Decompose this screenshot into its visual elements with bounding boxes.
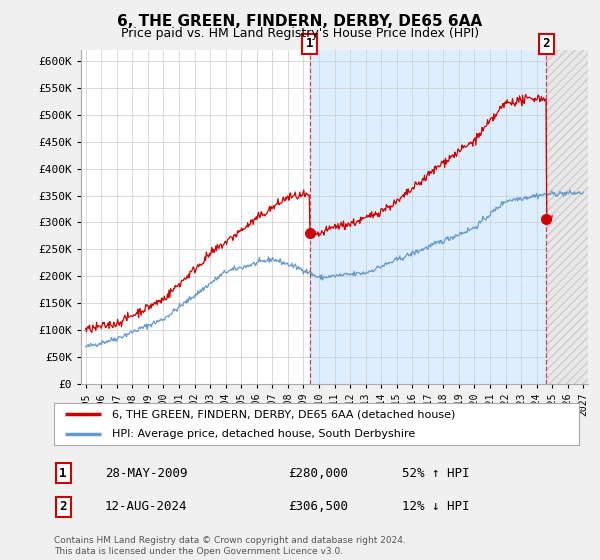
Text: Contains HM Land Registry data © Crown copyright and database right 2024.
This d: Contains HM Land Registry data © Crown c… <box>54 536 406 556</box>
Text: Price paid vs. HM Land Registry's House Price Index (HPI): Price paid vs. HM Land Registry's House … <box>121 27 479 40</box>
Text: HPI: Average price, detached house, South Derbyshire: HPI: Average price, detached house, Sout… <box>112 430 415 439</box>
Text: 2: 2 <box>59 500 67 514</box>
Text: 6, THE GREEN, FINDERN, DERBY, DE65 6AA: 6, THE GREEN, FINDERN, DERBY, DE65 6AA <box>118 14 482 29</box>
Bar <box>547 50 591 384</box>
Bar <box>310 50 591 384</box>
Text: £280,000: £280,000 <box>288 466 348 480</box>
Bar <box>547 50 591 384</box>
Text: 12% ↓ HPI: 12% ↓ HPI <box>402 500 470 514</box>
Text: 2: 2 <box>542 38 550 50</box>
Bar <box>547 50 591 384</box>
Text: 6, THE GREEN, FINDERN, DERBY, DE65 6AA (detached house): 6, THE GREEN, FINDERN, DERBY, DE65 6AA (… <box>112 409 455 419</box>
Text: 1: 1 <box>59 466 67 480</box>
Text: 28-MAY-2009: 28-MAY-2009 <box>105 466 187 480</box>
Text: 1: 1 <box>306 38 314 50</box>
Text: 52% ↑ HPI: 52% ↑ HPI <box>402 466 470 480</box>
Text: 12-AUG-2024: 12-AUG-2024 <box>105 500 187 514</box>
Text: £306,500: £306,500 <box>288 500 348 514</box>
